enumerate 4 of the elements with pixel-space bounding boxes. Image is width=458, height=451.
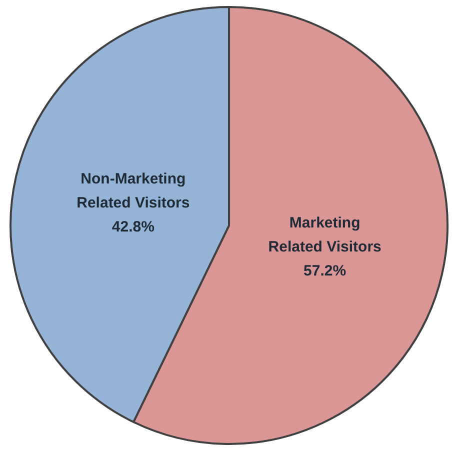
slice-label: Marketing Related Visitors xyxy=(268,214,382,256)
data-label: 42.8% xyxy=(112,218,154,236)
slice-label: Non-Marketing Related Visitors xyxy=(76,170,190,212)
data-label: 57.2% xyxy=(304,262,346,280)
